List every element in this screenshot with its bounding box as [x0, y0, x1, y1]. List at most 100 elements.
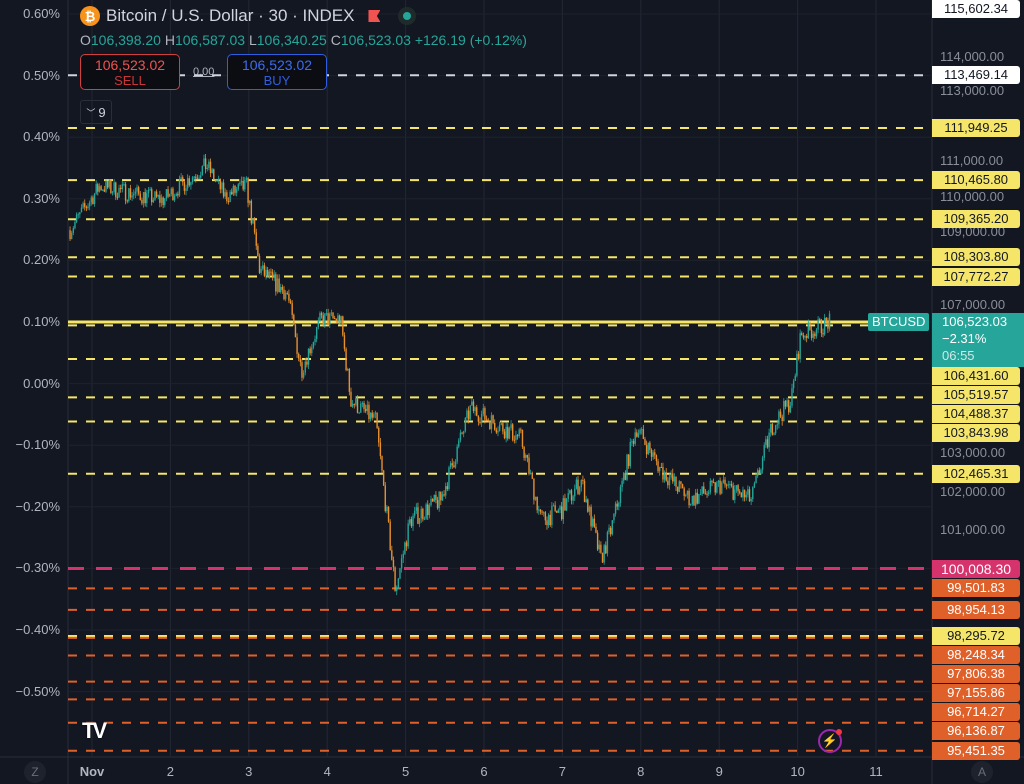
- candle-up: [180, 177, 182, 180]
- candle-down: [364, 408, 367, 412]
- candle-up: [510, 424, 512, 429]
- candle-down: [213, 169, 215, 181]
- candle-up: [235, 189, 238, 193]
- candle-down: [381, 456, 383, 471]
- candle-up: [173, 195, 176, 201]
- candle-up: [658, 467, 661, 472]
- symbol-header[interactable]: ₿ Bitcoin / U.S. Dollar · 30 · INDEX: [80, 6, 417, 26]
- high-label: H: [164, 32, 175, 48]
- candle-down: [766, 439, 769, 448]
- candle-up: [262, 265, 264, 269]
- candle-up: [128, 188, 130, 201]
- candle-down: [379, 442, 382, 457]
- candle-up: [773, 433, 775, 435]
- candle-down: [820, 319, 823, 334]
- zoom-toggle-button[interactable]: Z: [24, 761, 46, 783]
- candle-down: [642, 429, 645, 439]
- sell-button[interactable]: 106,523.02 SELL: [80, 54, 180, 90]
- candle-down: [378, 427, 380, 443]
- candle-up: [606, 532, 609, 554]
- candle-down: [410, 519, 413, 527]
- candle-up: [211, 169, 213, 173]
- candle-down: [387, 506, 390, 522]
- candle-down: [103, 189, 106, 192]
- candle-up: [260, 268, 262, 273]
- candle-down: [827, 321, 829, 329]
- candle-up: [240, 180, 243, 183]
- candle-up: [552, 505, 555, 507]
- candle-down: [296, 337, 298, 354]
- candle-up: [441, 494, 444, 501]
- candle-down: [600, 544, 602, 553]
- candle-up: [500, 423, 502, 425]
- tradingview-logo[interactable]: TV: [82, 718, 107, 743]
- candle-up: [792, 380, 795, 389]
- candles: [69, 154, 831, 596]
- candle-down: [209, 161, 212, 173]
- candle-up: [529, 472, 532, 474]
- candle-down: [696, 492, 698, 504]
- current-price: 106,523.03: [942, 314, 1008, 330]
- candle-up: [415, 507, 418, 511]
- candle-down: [531, 472, 533, 479]
- auto-scale-button[interactable]: A: [971, 761, 993, 783]
- candle-up: [637, 433, 640, 437]
- buy-button[interactable]: 106,523.02 BUY: [227, 54, 327, 90]
- candle-down: [771, 423, 774, 435]
- candle-up: [647, 442, 649, 455]
- candle-up: [763, 445, 765, 458]
- candle-up: [79, 212, 81, 215]
- candle-down: [781, 416, 783, 422]
- candle-up: [165, 189, 168, 199]
- candle-down: [644, 438, 646, 445]
- candle-up: [497, 430, 499, 433]
- candle-up: [168, 194, 171, 197]
- candle-down: [523, 446, 525, 458]
- candle-down: [363, 403, 365, 409]
- candle-down: [675, 476, 677, 487]
- candle-up: [823, 317, 826, 335]
- symbol-title[interactable]: Bitcoin / U.S. Dollar · 30 · INDEX: [106, 6, 355, 25]
- candle-down: [683, 488, 685, 497]
- percent-axis-label: 0.50%: [23, 67, 60, 83]
- candle-up: [534, 496, 537, 500]
- percent-axis-label: −0.30%: [15, 560, 60, 576]
- candle-up: [402, 553, 404, 559]
- candle-up: [121, 184, 124, 190]
- level-label-yellow: 106,431.60: [932, 367, 1020, 386]
- candle-up: [425, 504, 427, 519]
- lightning-icon[interactable]: ⚡: [818, 729, 842, 753]
- candle-up: [619, 486, 622, 503]
- candle-up: [498, 424, 501, 431]
- candle-down: [528, 457, 530, 474]
- level-label-orange: 97,155.86: [932, 684, 1020, 702]
- candle-up: [742, 489, 744, 498]
- candle-down: [712, 482, 715, 484]
- bitcoin-icon: ₿: [80, 6, 100, 26]
- candle-down: [84, 203, 86, 207]
- candle-down: [333, 318, 336, 320]
- level-label-orange: 99,501.83: [932, 579, 1020, 598]
- level-label-yellow: 110,465.80: [932, 171, 1020, 190]
- close-label: C: [330, 32, 341, 48]
- candle-up: [80, 207, 83, 213]
- candle-down: [348, 368, 351, 392]
- open-label: O: [80, 32, 91, 48]
- candle-up: [480, 414, 483, 424]
- candle-up: [190, 182, 192, 186]
- candle-down: [590, 506, 592, 527]
- indicators-toggle[interactable]: ﹀ 9: [80, 100, 112, 124]
- candle-down: [320, 313, 323, 316]
- candle-up: [747, 489, 749, 495]
- candle-down: [255, 232, 257, 246]
- time-axis-label: 10: [790, 764, 805, 779]
- candle-up: [750, 499, 752, 502]
- candle-down: [271, 272, 274, 278]
- candle-up: [113, 182, 115, 192]
- candle-up: [369, 412, 372, 420]
- candle-down: [309, 348, 311, 354]
- level-label-yellow: 107,772.27: [932, 267, 1020, 286]
- candle-down: [144, 192, 146, 204]
- flag-icon[interactable]: [368, 10, 381, 22]
